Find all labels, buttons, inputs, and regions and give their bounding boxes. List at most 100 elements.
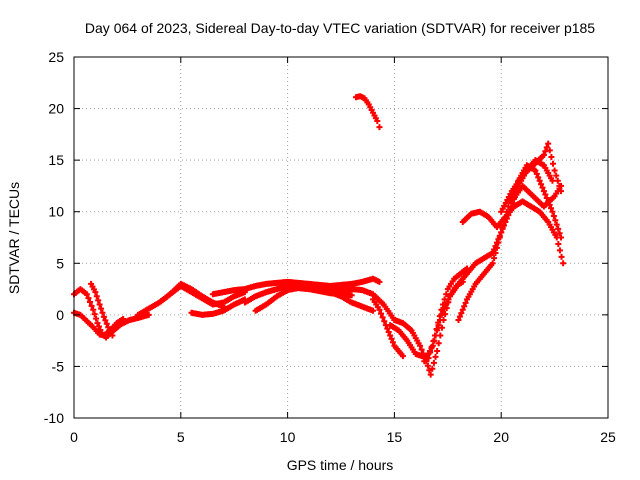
data-point: [542, 191, 549, 198]
series-arc-17: [455, 162, 565, 324]
x-tick-label: 0: [70, 429, 78, 445]
data-point: [427, 371, 434, 378]
data-point: [435, 340, 442, 347]
chart-title: Day 064 of 2023, Sidereal Day-to-day VTE…: [85, 20, 595, 36]
data-point: [553, 172, 560, 179]
data-point: [378, 310, 385, 317]
data-point: [95, 297, 102, 304]
data-point: [94, 320, 101, 327]
series-arc-19: [498, 140, 565, 215]
data-point: [430, 359, 437, 366]
data-point: [399, 353, 406, 360]
series-arc-18: [459, 198, 567, 267]
data-point: [549, 208, 556, 215]
data-point: [145, 311, 152, 318]
data-point: [556, 247, 563, 254]
data-point: [99, 309, 106, 316]
data-point: [552, 217, 559, 224]
data-point: [442, 302, 449, 309]
series-arc-13: [370, 296, 406, 360]
series-arc-20: [508, 182, 565, 210]
series-arc-3: [88, 280, 116, 339]
data-point: [444, 299, 451, 306]
data-point: [555, 240, 562, 247]
data-point: [549, 160, 556, 167]
data-point: [91, 311, 98, 318]
data-point: [543, 144, 550, 151]
data-point: [499, 224, 506, 231]
series-arc-6: [188, 296, 248, 318]
data-points: [71, 93, 567, 378]
data-point: [431, 337, 438, 344]
data-point: [558, 182, 565, 189]
data-point: [491, 255, 498, 262]
data-point: [461, 303, 468, 310]
data-point: [536, 177, 543, 184]
data-point: [98, 305, 105, 312]
data-point: [538, 181, 545, 188]
data-point: [535, 174, 542, 181]
data-point: [543, 194, 550, 201]
x-tick-label: 25: [600, 429, 616, 445]
data-point: [550, 213, 557, 220]
data-point: [83, 291, 90, 298]
data-point: [432, 353, 439, 360]
data-point: [455, 317, 462, 324]
data-point: [435, 322, 442, 329]
data-point: [384, 325, 391, 332]
data-point: [493, 244, 500, 251]
data-point: [456, 313, 463, 320]
data-point: [445, 296, 452, 303]
data-point: [548, 154, 555, 161]
y-tick-label: -5: [52, 358, 65, 374]
y-tick-label: 0: [56, 307, 64, 323]
data-point: [558, 253, 565, 260]
y-tick-label: 25: [48, 49, 64, 65]
data-point: [554, 177, 561, 184]
data-point: [432, 332, 439, 339]
data-point: [436, 317, 443, 324]
data-point: [424, 362, 431, 369]
data-point: [109, 332, 116, 339]
data-point: [496, 234, 503, 241]
data-point: [87, 298, 94, 305]
series-arc-12: [352, 93, 383, 131]
data-point: [549, 177, 556, 184]
data-point: [385, 329, 392, 336]
data-point: [533, 170, 540, 177]
series-arc-14: [391, 278, 466, 378]
data-point: [388, 335, 395, 342]
axis-ticks: 0 5 10 15 20 25 -10 -5 0 5 10 15 20 25: [44, 49, 616, 445]
data-point: [548, 205, 555, 212]
data-point: [418, 346, 425, 353]
data-point: [553, 221, 560, 228]
data-point: [100, 313, 107, 320]
data-point: [555, 225, 562, 232]
data-point: [495, 239, 502, 246]
x-tick-label: 20: [493, 429, 509, 445]
y-axis-label: SDTVAR / TECUs: [6, 182, 22, 294]
data-point: [417, 342, 424, 349]
series-arc-5: [156, 280, 227, 310]
data-point: [459, 306, 466, 313]
data-point: [88, 302, 95, 309]
data-point: [429, 342, 436, 349]
data-point: [85, 295, 92, 302]
x-tick-label: 15: [387, 429, 403, 445]
data-point: [443, 291, 450, 298]
data-point: [426, 367, 433, 374]
data-point: [381, 318, 388, 325]
data-point: [540, 188, 547, 195]
y-tick-label: 15: [48, 152, 64, 168]
data-point: [387, 332, 394, 339]
data-point: [546, 147, 553, 154]
data-point: [370, 307, 377, 314]
data-point: [462, 299, 469, 306]
data-point: [560, 260, 567, 267]
data-point: [90, 306, 97, 313]
data-point: [458, 310, 465, 317]
data-point: [96, 301, 103, 308]
data-point: [438, 324, 445, 331]
series-arc-11: [305, 282, 398, 324]
